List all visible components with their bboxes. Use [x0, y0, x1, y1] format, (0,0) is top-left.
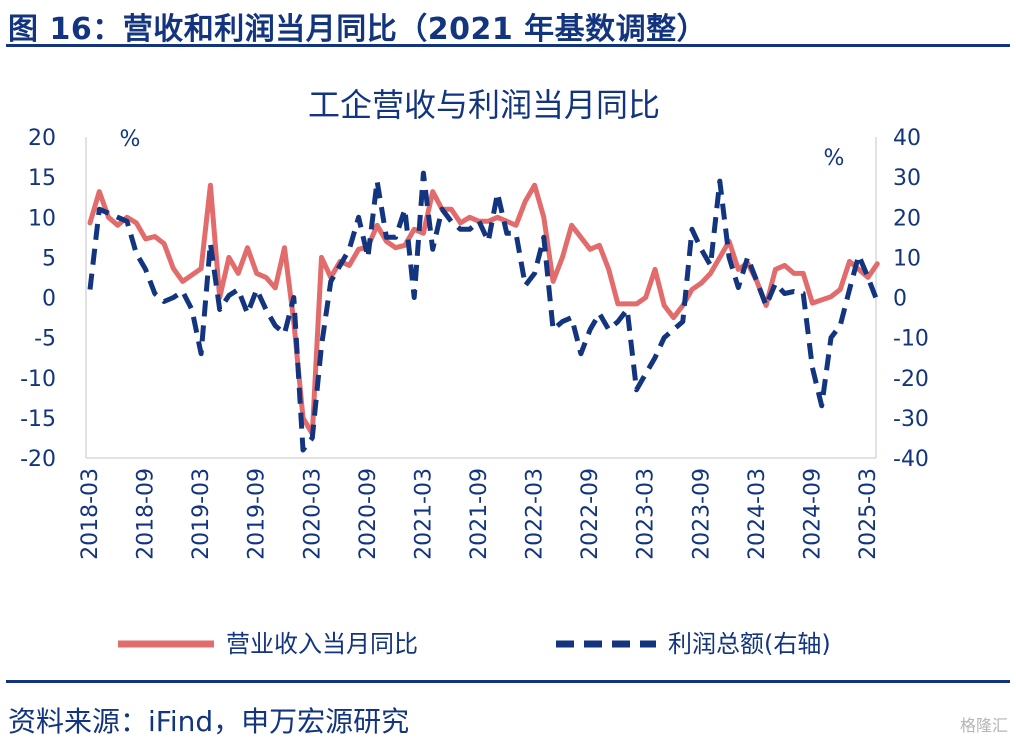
right-tick-label: -20 [893, 367, 929, 392]
x-tick-label: 2018-03 [78, 468, 103, 560]
right-tick-label: 20 [893, 206, 921, 231]
series-layer [87, 170, 880, 453]
x-tick-label: 2019-09 [245, 468, 270, 560]
x-tick-label: 2021-03 [411, 468, 436, 560]
chart-title: 工企营收与利润当月同比 [308, 86, 660, 124]
left-axis-unit: % [120, 127, 141, 152]
x-tick-label: 2022-09 [578, 468, 603, 560]
watermark: 格隆汇 [959, 716, 1008, 735]
right-tick-label: 0 [893, 287, 907, 312]
right-tick-label: -40 [893, 447, 929, 472]
revenue-yoy-line [87, 182, 880, 437]
left-tick-label: -20 [20, 447, 56, 472]
legend: 营业收入当月同比 利润总额(右轴) [118, 630, 831, 658]
x-tick-label: 2024-03 [745, 468, 770, 560]
revenue-profit-yoy-chart: 工企营收与利润当月同比 % % 20 15 10 5 0 -5 -10 -15 -20 40 30… [20, 86, 929, 658]
x-tick-label: 2020-09 [356, 468, 381, 560]
right-tick-label: 40 [893, 126, 921, 151]
x-tick-label: 2023-09 [689, 468, 714, 560]
left-tick-label: 15 [28, 166, 56, 191]
right-tick-label: 30 [893, 166, 921, 191]
right-axis-unit: % [824, 146, 845, 171]
left-tick-label: 0 [42, 287, 56, 312]
x-tick-label: 2020-03 [300, 468, 325, 560]
x-tick-label: 2021-09 [467, 468, 492, 560]
left-tick-label: -15 [20, 407, 56, 432]
profit-yoy-line [87, 170, 880, 453]
figure-title: 图 16：营收和利润当月同比（2021 年基数调整） [8, 12, 708, 47]
left-tick-labels: 20 15 10 5 0 -5 -10 -15 -20 [20, 126, 56, 472]
x-tick-labels: 2018-03 2018-09 2019-03 2019-09 2020-03 2020-… [78, 468, 881, 560]
x-tick-label: 2022-03 [523, 468, 548, 560]
left-tick-label: 20 [28, 126, 56, 151]
right-tick-label: 10 [893, 246, 921, 271]
x-tick-label: 2024-09 [800, 468, 825, 560]
left-tick-label: 10 [28, 206, 56, 231]
left-tick-label: -10 [20, 367, 56, 392]
source-note: 资料来源：iFind，申万宏源研究 [8, 705, 410, 738]
left-tick-label: 5 [42, 246, 56, 271]
x-tick-label: 2025-03 [856, 468, 881, 560]
right-tick-label: -30 [893, 407, 929, 432]
x-tick-label: 2019-03 [189, 468, 214, 560]
left-tick-label: -5 [34, 327, 56, 352]
legend-profit-label: 利润总额(右轴) [668, 630, 831, 658]
legend-revenue-label: 营业收入当月同比 [226, 630, 418, 658]
right-tick-labels: 40 30 20 10 0 -10 -20 -30 -40 [893, 126, 929, 472]
right-tick-label: -10 [893, 327, 929, 352]
x-tick-label: 2023-03 [634, 468, 659, 560]
x-tick-label: 2018-09 [134, 468, 159, 560]
source-rule [6, 680, 1010, 683]
title-rule [6, 44, 1010, 47]
